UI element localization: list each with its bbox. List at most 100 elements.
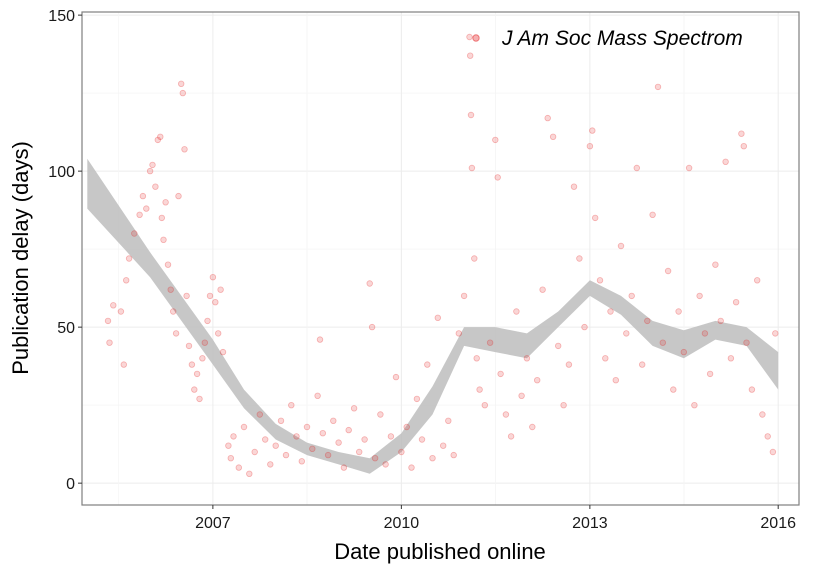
scatter-point bbox=[633, 164, 640, 172]
scatter-point bbox=[106, 339, 113, 346]
scatter-point bbox=[219, 348, 227, 356]
scatter-point bbox=[356, 448, 363, 456]
scatter-point bbox=[481, 402, 488, 409]
scatter-point bbox=[350, 405, 358, 412]
scatter-point bbox=[486, 339, 494, 346]
scatter-point bbox=[429, 455, 436, 462]
scatter-point bbox=[717, 317, 724, 325]
scatter-point bbox=[206, 292, 214, 300]
scatter-point bbox=[513, 308, 520, 315]
scatter-point bbox=[340, 464, 348, 471]
grid-layer bbox=[82, 12, 799, 505]
scatter-point bbox=[460, 292, 468, 300]
scatter-point bbox=[191, 386, 198, 393]
scatter-point bbox=[507, 433, 515, 440]
scatter-point bbox=[607, 308, 614, 315]
legend-label: J Am Soc Mass Spectrom bbox=[501, 27, 743, 50]
scatter-point bbox=[172, 330, 180, 337]
scatter-point bbox=[368, 323, 376, 331]
scatter-point bbox=[424, 361, 431, 368]
scatter-point bbox=[212, 299, 219, 306]
scatter-point bbox=[143, 205, 150, 212]
scatter-point bbox=[727, 355, 735, 362]
scatter-point bbox=[392, 373, 400, 381]
scatter-point bbox=[117, 308, 125, 315]
scatter-point bbox=[175, 192, 182, 200]
scatter-point bbox=[201, 339, 208, 346]
scatter-point bbox=[455, 330, 462, 337]
scatter-point bbox=[225, 442, 232, 449]
scatter-point bbox=[759, 411, 766, 418]
scatter-point bbox=[345, 426, 352, 434]
scatter-point bbox=[468, 164, 476, 172]
scatter-point bbox=[169, 308, 177, 315]
scatter-point bbox=[277, 417, 285, 424]
scatter-point bbox=[466, 33, 473, 41]
scatter-point bbox=[235, 464, 242, 471]
scatter-point bbox=[497, 370, 504, 378]
y-tick-label: 50 bbox=[57, 320, 75, 337]
scatter-point bbox=[696, 292, 703, 300]
scatter-point bbox=[188, 361, 196, 368]
scatter-point bbox=[335, 439, 342, 446]
scatter-point bbox=[639, 361, 646, 368]
scatter-point bbox=[251, 448, 258, 456]
scatter-point bbox=[596, 277, 604, 284]
x-axis-title: Date published online bbox=[334, 539, 546, 564]
scatter-point bbox=[560, 402, 567, 409]
scatter-point bbox=[193, 370, 201, 378]
scatter-point bbox=[288, 402, 295, 409]
scatter-point bbox=[199, 355, 206, 362]
scatter-point bbox=[164, 261, 172, 268]
scatter-point bbox=[523, 355, 531, 362]
y-tick-label: 0 bbox=[66, 476, 75, 493]
x-tick-label: 2007 bbox=[195, 515, 231, 532]
y-axis-title: Publication delay (days) bbox=[8, 141, 33, 375]
scatter-point bbox=[706, 370, 714, 378]
scatter-point bbox=[592, 214, 599, 222]
scatter-point bbox=[319, 430, 326, 437]
scatter-point bbox=[740, 142, 747, 150]
scatter-point bbox=[518, 392, 525, 399]
scatter-point bbox=[701, 330, 709, 337]
scatter-point bbox=[298, 458, 305, 465]
scatter-point bbox=[685, 164, 693, 172]
scatter-point bbox=[644, 317, 651, 325]
scatter-point bbox=[581, 323, 588, 331]
legend: J Am Soc Mass Spectrom bbox=[472, 27, 743, 50]
legend-key-marker bbox=[472, 34, 480, 42]
scatter-point bbox=[282, 451, 290, 459]
scatter-point bbox=[149, 161, 156, 169]
scatter-point bbox=[217, 286, 224, 293]
scatter-point bbox=[181, 146, 188, 153]
scatter-point bbox=[293, 433, 300, 440]
scatter-point bbox=[586, 142, 594, 150]
scatter-point bbox=[110, 302, 117, 309]
scatter-point bbox=[185, 342, 193, 350]
scatter-point bbox=[492, 136, 499, 144]
scatter-point bbox=[125, 255, 133, 262]
scatter-point bbox=[157, 133, 164, 140]
y-tick-label: 150 bbox=[48, 8, 75, 25]
scatter-point bbox=[617, 242, 625, 250]
smooth-confidence-band bbox=[87, 158, 779, 474]
scatter-point bbox=[539, 286, 546, 293]
scatter-point bbox=[230, 433, 237, 440]
scatter-point bbox=[227, 455, 234, 462]
scatter-point bbox=[122, 277, 130, 284]
scatter-point bbox=[680, 348, 687, 356]
scatter-point bbox=[382, 461, 389, 468]
scatter-point bbox=[467, 52, 474, 59]
scatter-point bbox=[529, 423, 536, 431]
scatter-point bbox=[565, 361, 573, 368]
scatter-point bbox=[732, 299, 740, 306]
scatter-point bbox=[330, 417, 337, 424]
scatter-point bbox=[549, 133, 557, 140]
scatter-point bbox=[754, 277, 761, 284]
scatter-point bbox=[398, 448, 405, 456]
axis-layer: 0 50 100 150 2007 2010 2013 2016 bbox=[48, 8, 796, 532]
scatter-point bbox=[267, 461, 274, 468]
scatter-point bbox=[467, 111, 475, 119]
scatter-point bbox=[691, 402, 698, 409]
